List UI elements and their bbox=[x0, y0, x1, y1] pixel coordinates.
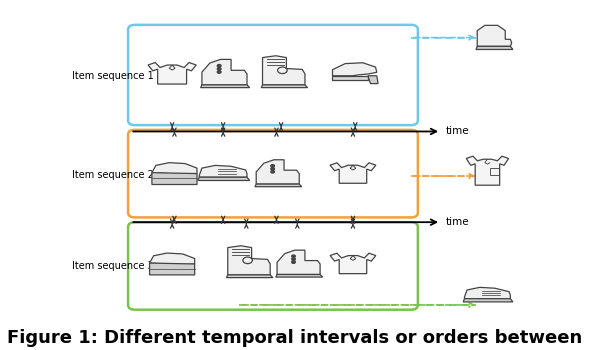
Polygon shape bbox=[198, 177, 250, 181]
Circle shape bbox=[217, 71, 221, 73]
Polygon shape bbox=[330, 253, 376, 274]
Text: Item sequence 1: Item sequence 1 bbox=[73, 71, 154, 81]
Polygon shape bbox=[199, 166, 247, 177]
Polygon shape bbox=[202, 60, 247, 85]
Polygon shape bbox=[277, 250, 320, 274]
Text: Item sequence 3: Item sequence 3 bbox=[73, 261, 154, 271]
Polygon shape bbox=[201, 85, 250, 88]
Polygon shape bbox=[463, 299, 513, 302]
Polygon shape bbox=[330, 163, 376, 183]
Polygon shape bbox=[150, 263, 195, 275]
Polygon shape bbox=[152, 173, 197, 184]
Circle shape bbox=[271, 164, 274, 167]
Text: time: time bbox=[445, 126, 469, 136]
Circle shape bbox=[291, 258, 295, 260]
Polygon shape bbox=[256, 160, 299, 184]
Polygon shape bbox=[276, 274, 323, 277]
Text: Figure 1: Different temporal intervals or orders between: Figure 1: Different temporal intervals o… bbox=[7, 329, 582, 347]
Polygon shape bbox=[150, 253, 195, 265]
Circle shape bbox=[217, 68, 221, 70]
Circle shape bbox=[217, 64, 221, 67]
Polygon shape bbox=[148, 63, 196, 84]
Polygon shape bbox=[261, 85, 307, 88]
Polygon shape bbox=[227, 275, 273, 278]
Circle shape bbox=[271, 170, 274, 173]
Polygon shape bbox=[263, 56, 305, 85]
Polygon shape bbox=[255, 184, 301, 187]
Circle shape bbox=[291, 255, 295, 258]
Text: time: time bbox=[445, 217, 469, 227]
Polygon shape bbox=[228, 246, 270, 275]
Circle shape bbox=[271, 168, 274, 170]
Text: Item sequence 2: Item sequence 2 bbox=[73, 170, 155, 180]
Polygon shape bbox=[476, 46, 513, 49]
Circle shape bbox=[291, 261, 295, 263]
Polygon shape bbox=[477, 25, 512, 46]
Polygon shape bbox=[466, 156, 509, 185]
Polygon shape bbox=[333, 63, 377, 76]
Polygon shape bbox=[464, 287, 510, 299]
Polygon shape bbox=[333, 76, 368, 80]
Polygon shape bbox=[152, 163, 197, 175]
Polygon shape bbox=[368, 76, 378, 84]
